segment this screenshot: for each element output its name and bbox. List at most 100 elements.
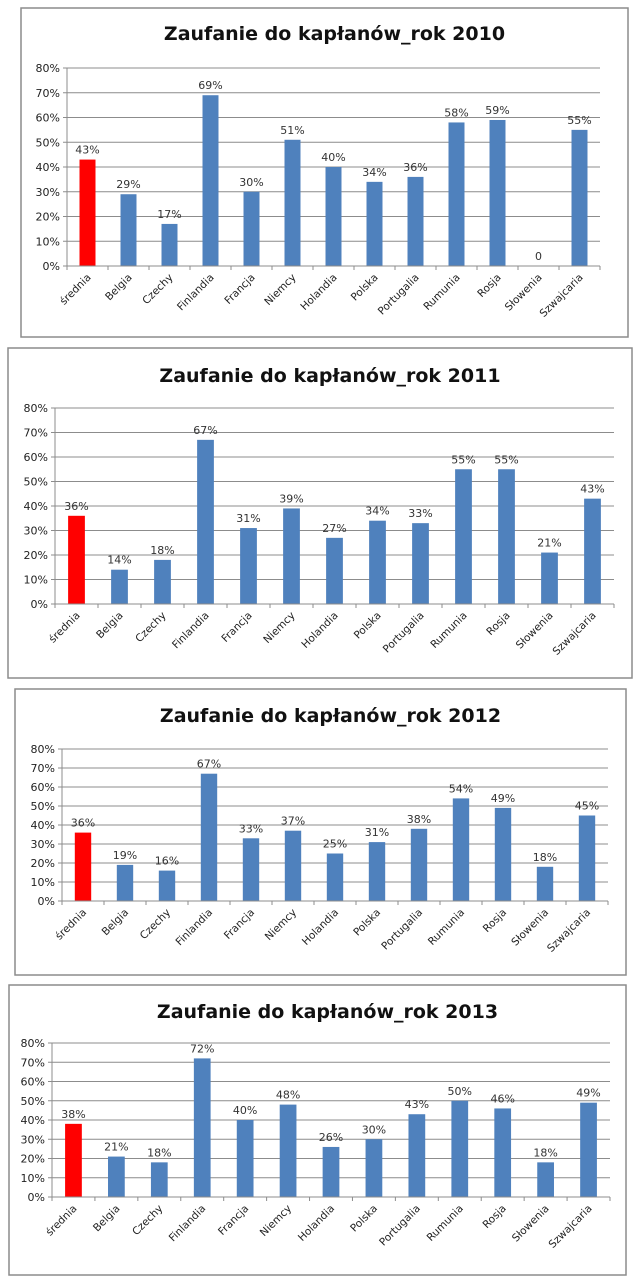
data-label: 16% xyxy=(155,855,179,868)
data-label: 55% xyxy=(567,114,591,127)
bar-8 xyxy=(412,523,429,604)
y-tick-label: 50% xyxy=(36,136,60,149)
data-label: 18% xyxy=(150,544,174,557)
y-tick-label: 20% xyxy=(21,1153,45,1166)
bar-1 xyxy=(111,569,128,604)
bar-12 xyxy=(584,498,601,604)
data-label: 0 xyxy=(535,250,542,263)
data-label: 37% xyxy=(281,815,305,828)
data-label: 67% xyxy=(193,424,217,437)
chart-1: Zaufanie do kapłanów_rok 2011 0% 10% 20% 30%… xyxy=(7,347,633,679)
bar-4 xyxy=(240,528,257,604)
bar-10 xyxy=(494,807,512,901)
data-label: 50% xyxy=(448,1085,472,1098)
chart-title: Zaufanie do kapłanów_rok 2012 xyxy=(160,705,501,727)
y-tick-label: 10% xyxy=(31,876,55,889)
data-label: 18% xyxy=(533,851,557,864)
bar-1 xyxy=(108,1156,125,1197)
y-tick-label: 70% xyxy=(36,87,60,100)
data-label: 21% xyxy=(537,537,561,550)
y-tick-label: 0% xyxy=(43,260,60,273)
bar-12 xyxy=(578,815,596,901)
bar-0 xyxy=(74,832,92,901)
bar-3 xyxy=(197,439,214,604)
y-tick-label: 30% xyxy=(36,186,60,199)
bar-9 xyxy=(448,122,465,266)
y-tick-label: 60% xyxy=(31,781,55,794)
data-label: 14% xyxy=(107,554,131,567)
bar-3 xyxy=(193,1058,211,1197)
bar-7 xyxy=(368,842,386,901)
data-label: 33% xyxy=(239,822,263,835)
y-tick-label: 60% xyxy=(36,112,60,125)
bar-5 xyxy=(284,830,302,901)
y-tick-label: 10% xyxy=(21,1172,45,1185)
y-tick-label: 80% xyxy=(21,1037,45,1050)
chart-frame xyxy=(7,347,633,679)
bar-5 xyxy=(279,1104,297,1197)
bar-12 xyxy=(580,1102,597,1197)
y-tick-label: 80% xyxy=(36,62,60,75)
data-label: 31% xyxy=(236,512,260,525)
data-label: 58% xyxy=(444,106,468,119)
data-label: 29% xyxy=(116,178,140,191)
bar-1 xyxy=(116,864,134,901)
chart-frame xyxy=(8,984,627,1276)
y-tick-label: 80% xyxy=(31,743,55,756)
data-label: 36% xyxy=(64,500,88,513)
bar-8 xyxy=(407,176,424,266)
chart-frame xyxy=(14,688,627,976)
data-label: 21% xyxy=(104,1141,128,1154)
data-label: 38% xyxy=(407,813,431,826)
bar-2 xyxy=(150,1162,168,1197)
bar-11 xyxy=(541,552,558,604)
bar-9 xyxy=(452,798,470,901)
y-tick-label: 80% xyxy=(24,402,48,415)
bar-4 xyxy=(243,191,260,266)
data-label: 43% xyxy=(580,483,604,496)
bar-5 xyxy=(283,508,300,604)
chart-3: Zaufanie do kapłanów_rok 2013 0% 10% 20% 30%… xyxy=(8,984,627,1276)
y-tick-label: 0% xyxy=(31,598,48,611)
bar-6 xyxy=(322,1146,340,1197)
chart-title: Zaufanie do kapłanów_rok 2010 xyxy=(164,23,505,45)
bar-6 xyxy=(326,537,343,604)
chart-2: Zaufanie do kapłanów_rok 2012 0% 10% 20% 30%… xyxy=(14,688,627,976)
data-label: 46% xyxy=(490,1092,514,1105)
y-tick-label: 70% xyxy=(21,1056,45,1069)
chart-title: Zaufanie do kapłanów_rok 2013 xyxy=(157,1001,498,1023)
data-label: 19% xyxy=(113,849,137,862)
y-tick-label: 40% xyxy=(36,161,60,174)
data-label: 38% xyxy=(61,1108,85,1121)
chart-0: Zaufanie do kapłanów_rok 2010 0% 10% 20% 30%… xyxy=(20,7,629,338)
data-label: 18% xyxy=(147,1146,171,1159)
data-label: 54% xyxy=(449,782,473,795)
data-label: 36% xyxy=(71,817,95,830)
bar-0 xyxy=(68,515,85,604)
data-label: 18% xyxy=(533,1146,557,1159)
data-label: 25% xyxy=(323,838,347,851)
y-tick-label: 30% xyxy=(24,525,48,538)
data-label: 17% xyxy=(157,208,181,221)
bar-3 xyxy=(202,95,219,266)
bar-11 xyxy=(537,1162,554,1197)
data-label: 45% xyxy=(575,800,599,813)
data-label: 34% xyxy=(365,505,389,518)
data-label: 40% xyxy=(321,151,345,164)
data-label: 48% xyxy=(276,1089,300,1102)
data-label: 55% xyxy=(494,453,518,466)
y-tick-label: 20% xyxy=(36,211,60,224)
bar-4 xyxy=(242,838,260,901)
bar-10 xyxy=(494,1108,512,1197)
y-tick-label: 10% xyxy=(36,235,60,248)
data-label: 43% xyxy=(405,1098,429,1111)
y-tick-label: 30% xyxy=(31,838,55,851)
y-tick-label: 10% xyxy=(24,574,48,587)
bar-9 xyxy=(455,469,472,604)
bar-10 xyxy=(498,469,515,604)
data-label: 30% xyxy=(362,1123,386,1136)
data-label: 72% xyxy=(190,1042,214,1055)
bar-7 xyxy=(366,181,383,266)
data-label: 40% xyxy=(233,1104,257,1117)
data-label: 27% xyxy=(322,522,346,535)
